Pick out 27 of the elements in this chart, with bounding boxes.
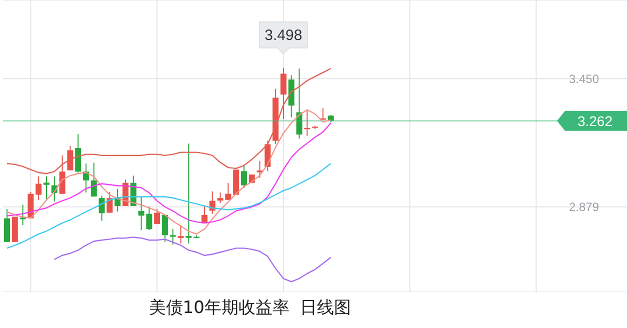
- candlestick: [90, 162, 97, 198]
- candlestick: [98, 195, 105, 222]
- line-series: [6, 162, 332, 249]
- candlestick: [162, 214, 168, 242]
- text: 美债10年期收益率 日线图: [148, 297, 352, 319]
- candlestick: [67, 146, 74, 171]
- candlestick: [106, 192, 113, 214]
- annotation: 3.498: [264, 26, 302, 44]
- candlestick: [75, 134, 82, 174]
- y-tick-label: 3.450: [568, 72, 600, 86]
- candlestick: [36, 176, 42, 200]
- y-tick-label: 2.879: [568, 200, 600, 214]
- candlestick: [154, 208, 160, 224]
- ref-line-label: 3.262: [577, 112, 613, 129]
- candlestick: [256, 160, 263, 178]
- candlestick: [280, 67, 286, 120]
- line-series: [54, 236, 332, 282]
- candlestick: [186, 143, 192, 244]
- line-series: [6, 68, 332, 174]
- line-series: [6, 109, 332, 235]
- candlestick: [240, 164, 247, 189]
- candlestick: [178, 224, 184, 244]
- candlestick: [59, 154, 66, 194]
- candlestick: [43, 176, 50, 200]
- line-series: [6, 122, 332, 224]
- candlestick: [4, 208, 10, 242]
- candlestick: [170, 228, 176, 246]
